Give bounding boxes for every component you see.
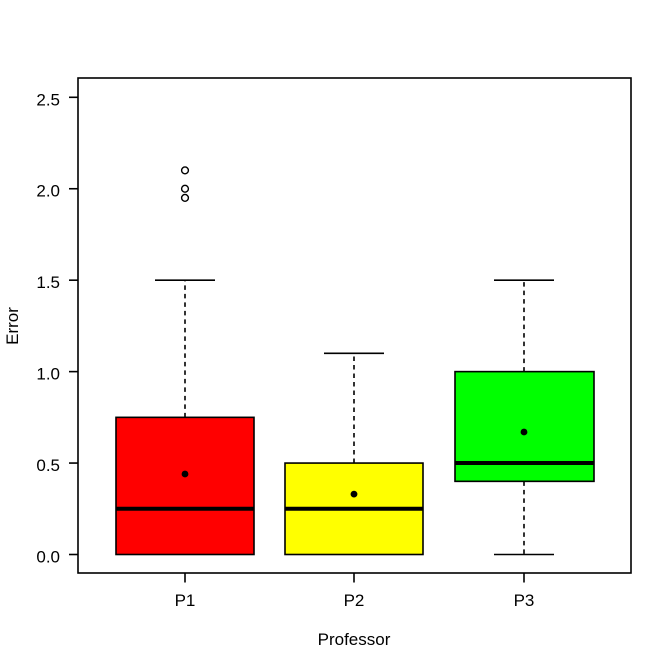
svg-text:1.0: 1.0 xyxy=(36,365,60,384)
svg-text:2.5: 2.5 xyxy=(36,90,60,109)
svg-text:Error: Error xyxy=(3,307,22,345)
svg-text:P2: P2 xyxy=(344,591,365,610)
svg-text:P1: P1 xyxy=(175,591,196,610)
svg-text:0.5: 0.5 xyxy=(36,456,60,475)
svg-text:1.5: 1.5 xyxy=(36,273,60,292)
svg-text:Professor: Professor xyxy=(318,630,391,649)
svg-text:2.0: 2.0 xyxy=(36,182,60,201)
svg-text:0.0: 0.0 xyxy=(36,548,60,567)
svg-text:P3: P3 xyxy=(514,591,535,610)
